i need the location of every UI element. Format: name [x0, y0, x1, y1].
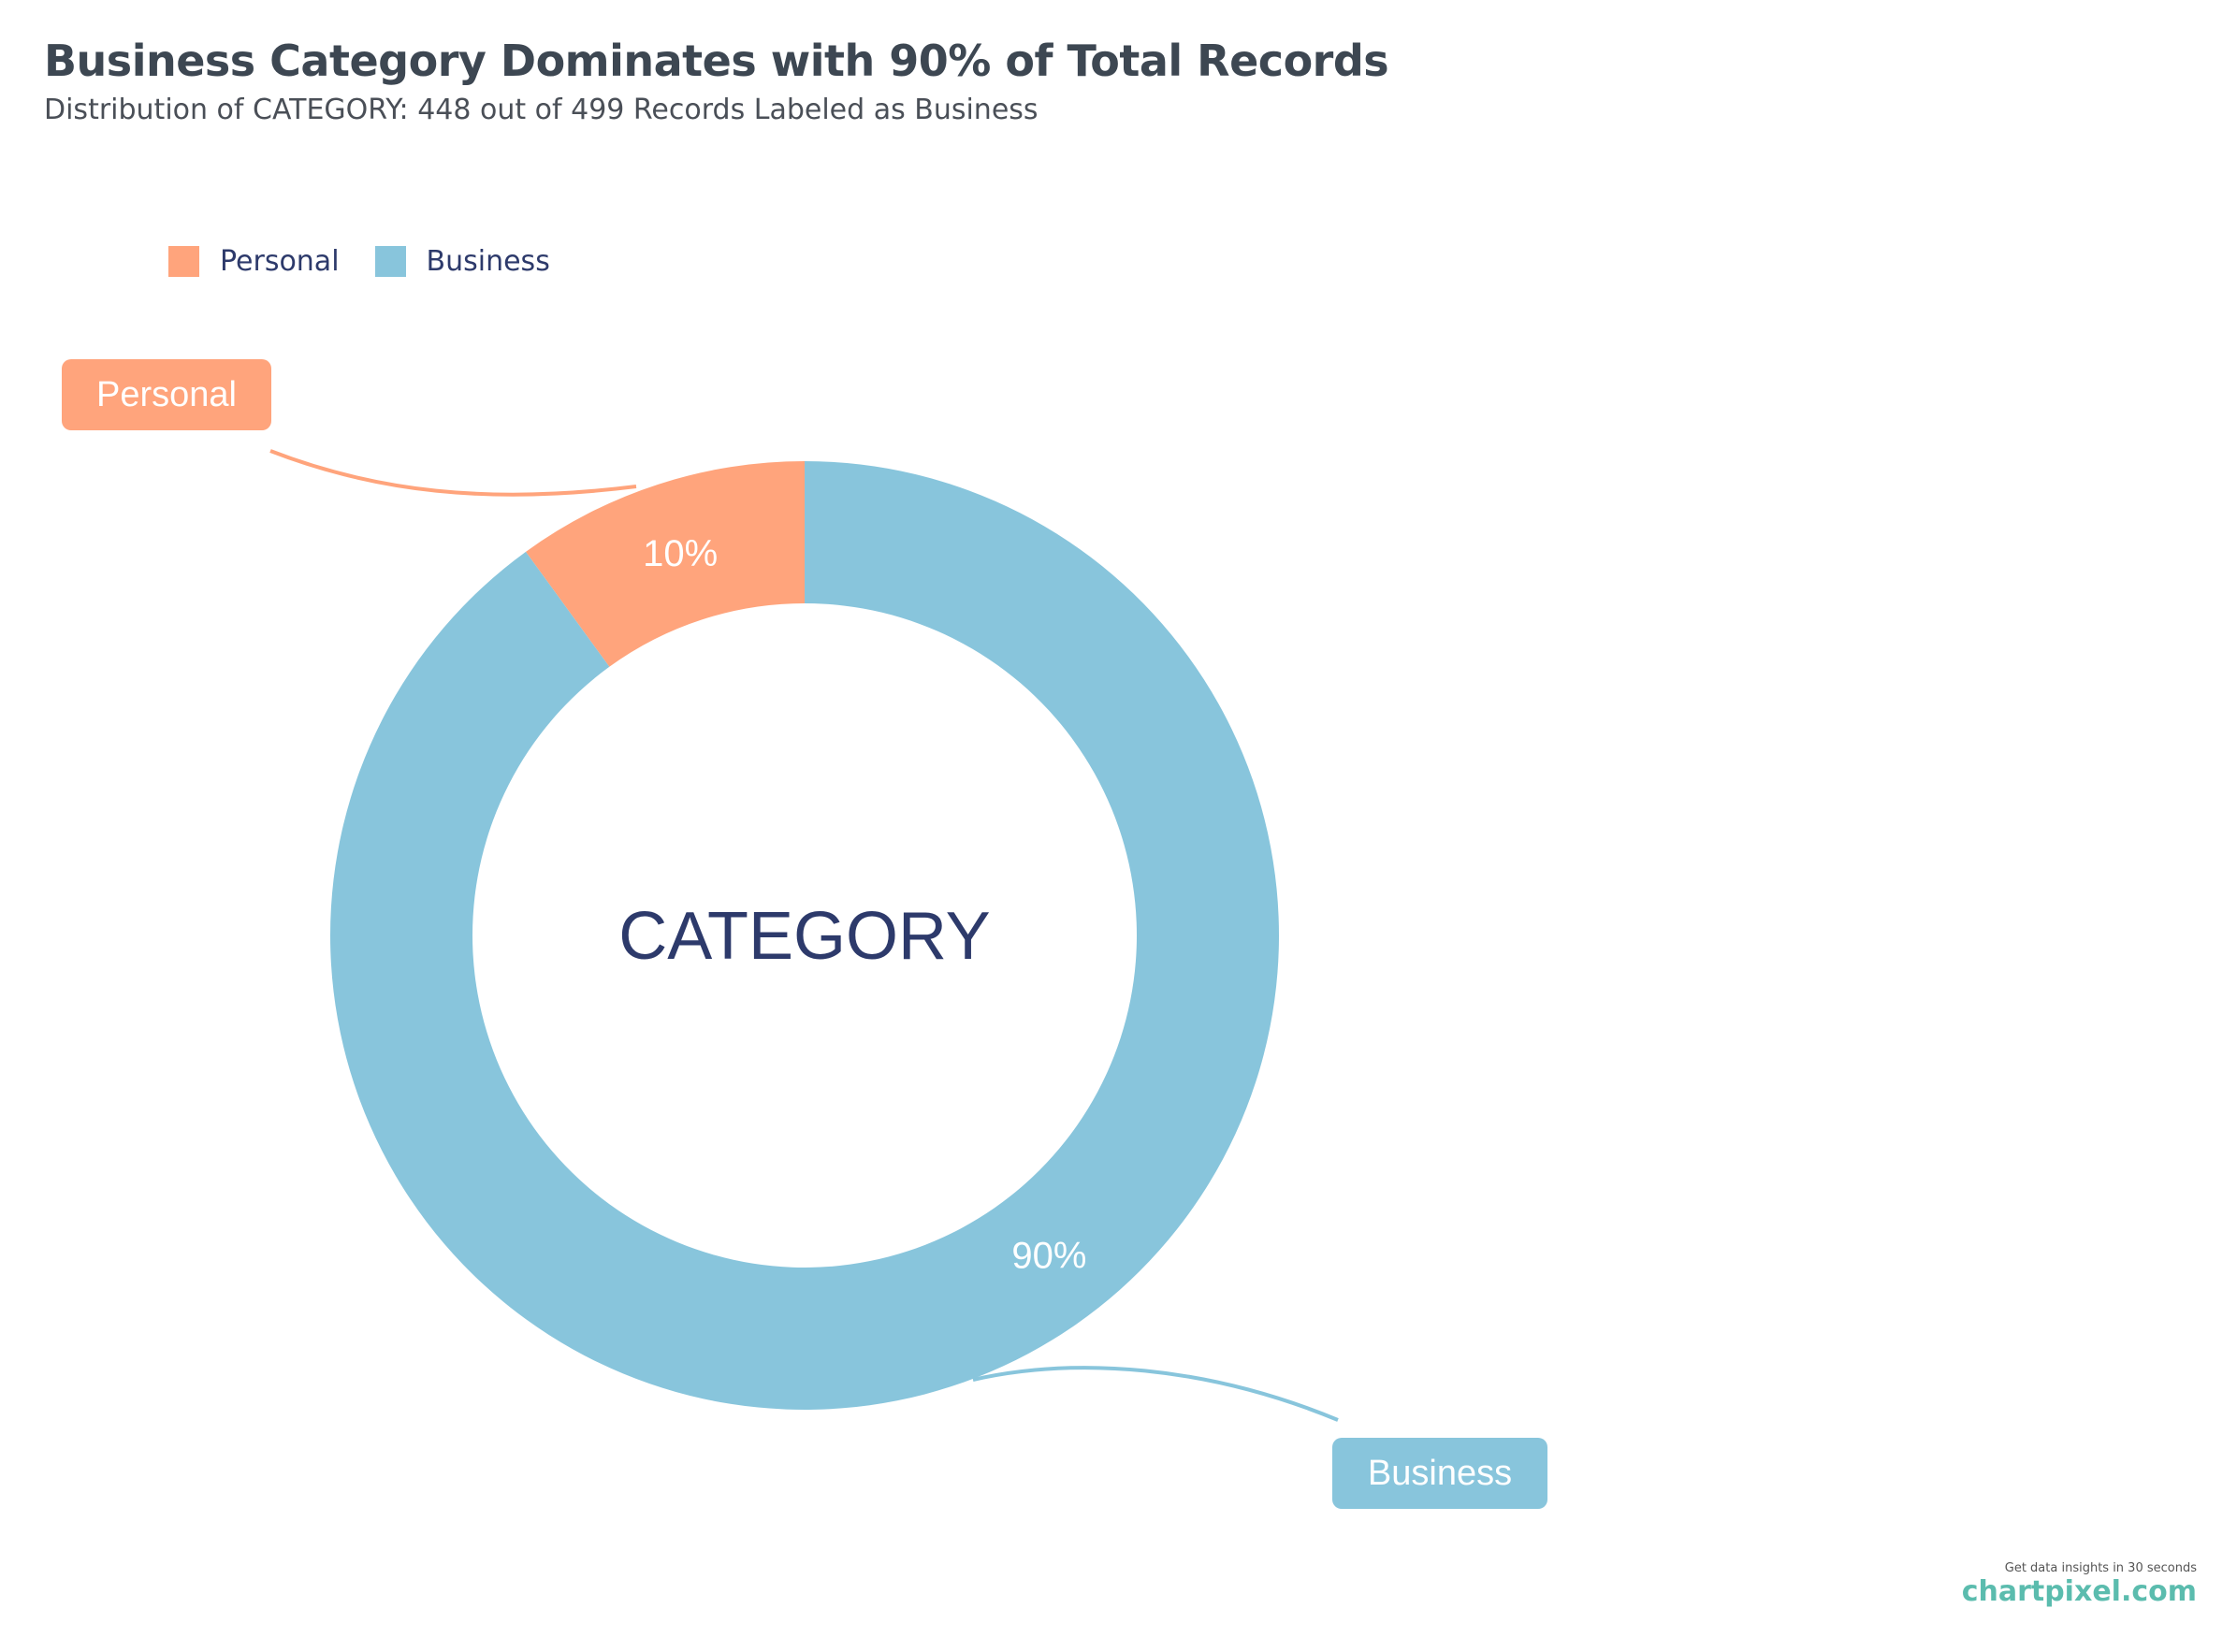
legend-item-business[interactable]: Business	[374, 245, 550, 278]
callout-line-personal	[269, 449, 637, 497]
brand-tagline: Get data insights in 30 seconds	[2004, 1561, 2197, 1575]
value-labels: 10% 90%	[643, 533, 1086, 1276]
chart-subtitle: Distribution of CATEGORY: 448 out of 499…	[44, 94, 1039, 126]
donut-slice-personal[interactable]	[525, 461, 805, 667]
donut-slices	[329, 461, 1279, 1410]
donut-slice-business[interactable]	[329, 461, 1279, 1410]
center-label: CATEGORY	[618, 899, 990, 974]
value-label-business: 90%	[1011, 1235, 1086, 1276]
callout-box-business	[1332, 1438, 1547, 1509]
callout-box-personal	[62, 359, 271, 430]
legend-swatch-business	[374, 246, 406, 277]
value-label-personal: 10%	[643, 533, 718, 574]
legend-label-personal: Personal	[220, 245, 340, 278]
callout-label-personal: Personal	[96, 375, 237, 414]
chart-title: Business Category Dominates with 90% of …	[44, 36, 1389, 86]
legend-item-personal[interactable]: Personal	[168, 245, 340, 278]
callout-line-business	[972, 1366, 1339, 1422]
legend-label-business: Business	[426, 245, 550, 278]
callout-label-business: Business	[1368, 1454, 1512, 1493]
legend: Personal Business	[168, 245, 586, 278]
legend-swatch-personal	[168, 246, 199, 277]
brand-link[interactable]: chartpixel.com	[1961, 1575, 2197, 1608]
